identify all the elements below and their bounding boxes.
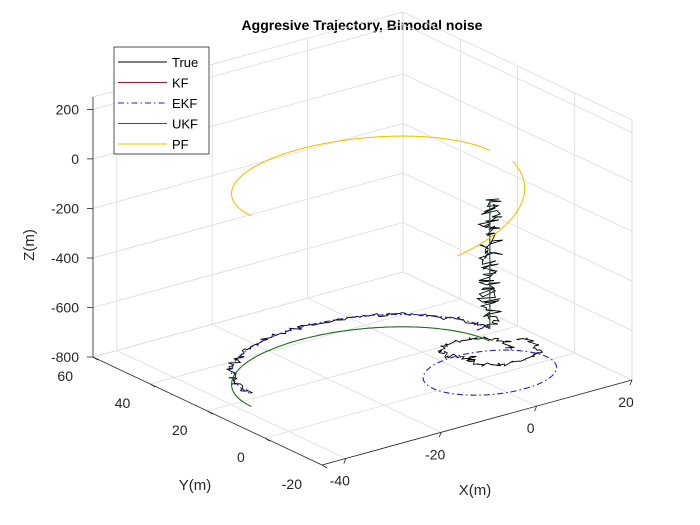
y-tick-label: 40 [115,395,131,411]
backwall-grid-z [92,123,404,209]
y-tick-mark [321,464,328,469]
x-tick-label: -20 [425,446,445,462]
series-ukf [231,200,491,407]
legend-label-ukf: UKF [172,117,198,132]
z-tick-label: -400 [51,250,79,266]
series-ekf-segment [231,313,491,395]
x-tick-label: -40 [330,473,350,489]
y-tick-label: -20 [282,476,302,492]
series-pf-segment [456,160,526,257]
x-tick-mark [438,432,442,438]
y-tick-mark [207,410,213,415]
floor-grid-y [150,298,461,385]
sidewall-grid-z [402,222,633,331]
series-pf [231,135,526,257]
y-tick-mark [150,383,156,388]
series-true [225,198,544,394]
x-tick-mark [534,406,537,412]
y-tick-mark [264,437,271,442]
z-tick-label: -600 [51,300,79,316]
sidewall-grid-z [402,123,633,232]
sidewall-grid-z [402,271,633,381]
y-tick-label: 0 [237,449,245,465]
y-axis-label: Y(m) [179,477,212,494]
sidewall-grid-z [402,24,633,133]
legend-box [113,46,210,155]
backwall-grid-z [92,222,404,308]
x-axis-line [321,379,633,466]
series-ekf [231,200,558,396]
y-tick-mark [92,356,99,361]
chart-title: Aggresive Trajectory, Bimodal noise [242,17,483,33]
z-tick-label: -200 [51,200,79,216]
z-tick-label: -800 [51,349,79,365]
x-tick-mark [343,458,347,464]
sidewall-grid-z [402,172,633,282]
series-true-segment [225,312,491,394]
series-pf-segment [231,135,491,217]
legend: True KF EKF UKF PF [113,46,210,155]
floor-grid-y [264,352,575,439]
series-true-segment [476,198,504,331]
x-tick-mark [629,379,633,386]
legend-label-true: True [172,55,198,70]
legend-label-ekf: EKF [172,96,197,111]
legend-label-kf: KF [172,76,189,91]
grid-panes [92,11,633,466]
z-tick-label: 0 [71,151,79,167]
sidewall-grid-z [402,73,633,183]
pane-edge [402,11,633,121]
x-axis-label: X(m) [459,482,492,499]
x-tick-label: 0 [527,420,535,436]
backwall-grid-z [92,271,404,358]
y-tick-label: 60 [57,368,73,384]
plot-series [225,135,558,407]
z-axis-label: Z(m) [21,229,38,261]
series-ekf-segment [422,349,558,396]
floor-grid-y [207,325,518,412]
series-ukf-segment [231,326,491,407]
y-tick-label: 20 [172,422,188,438]
backwall-grid-z [92,172,404,259]
series-true-segment [437,336,544,367]
x-tick-label: 20 [618,394,634,410]
z-tick-label: 200 [56,101,80,117]
legend-label-pf: PF [172,137,189,152]
axes-box [87,97,633,469]
